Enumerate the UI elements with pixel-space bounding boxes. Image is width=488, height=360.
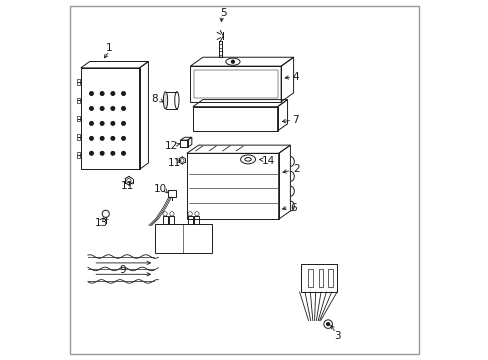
Text: 12: 12 <box>165 141 178 151</box>
Circle shape <box>326 323 329 325</box>
Bar <box>168 190 176 197</box>
Text: 11: 11 <box>168 158 181 168</box>
Circle shape <box>122 122 125 125</box>
Circle shape <box>100 136 104 140</box>
Bar <box>318 269 323 287</box>
Circle shape <box>231 60 234 63</box>
Text: 14: 14 <box>261 156 274 166</box>
Circle shape <box>111 136 114 140</box>
Bar <box>77 116 80 121</box>
Circle shape <box>89 136 93 140</box>
Text: 9: 9 <box>119 265 125 275</box>
Bar <box>77 98 80 103</box>
Bar <box>180 140 187 147</box>
Text: 1: 1 <box>106 43 112 53</box>
Circle shape <box>89 107 93 110</box>
Circle shape <box>100 92 104 95</box>
Bar <box>169 216 174 225</box>
Circle shape <box>89 92 93 95</box>
Text: 13: 13 <box>95 219 108 228</box>
Text: 5: 5 <box>220 8 226 18</box>
Text: 3: 3 <box>334 331 340 341</box>
Circle shape <box>89 152 93 155</box>
Bar <box>327 269 332 287</box>
Bar <box>77 152 80 158</box>
Circle shape <box>100 107 104 110</box>
Bar <box>194 216 199 225</box>
Circle shape <box>122 136 125 140</box>
Bar <box>162 216 167 225</box>
Bar <box>77 79 80 85</box>
Text: 7: 7 <box>292 115 299 125</box>
Circle shape <box>122 92 125 95</box>
Text: 11: 11 <box>121 181 134 192</box>
Text: 2: 2 <box>292 164 299 174</box>
Circle shape <box>111 107 114 110</box>
Text: 4: 4 <box>292 72 299 82</box>
Circle shape <box>89 122 93 125</box>
Bar <box>307 269 312 287</box>
Bar <box>155 225 211 253</box>
Circle shape <box>111 122 114 125</box>
Text: 6: 6 <box>290 203 296 213</box>
Circle shape <box>111 92 114 95</box>
Text: 10: 10 <box>154 184 167 194</box>
Circle shape <box>122 107 125 110</box>
Bar <box>77 134 80 140</box>
Ellipse shape <box>163 92 167 109</box>
Circle shape <box>111 152 114 155</box>
Bar <box>187 216 192 225</box>
Circle shape <box>100 122 104 125</box>
Bar <box>301 264 336 292</box>
Circle shape <box>122 152 125 155</box>
Text: 8: 8 <box>151 94 158 104</box>
Circle shape <box>100 152 104 155</box>
